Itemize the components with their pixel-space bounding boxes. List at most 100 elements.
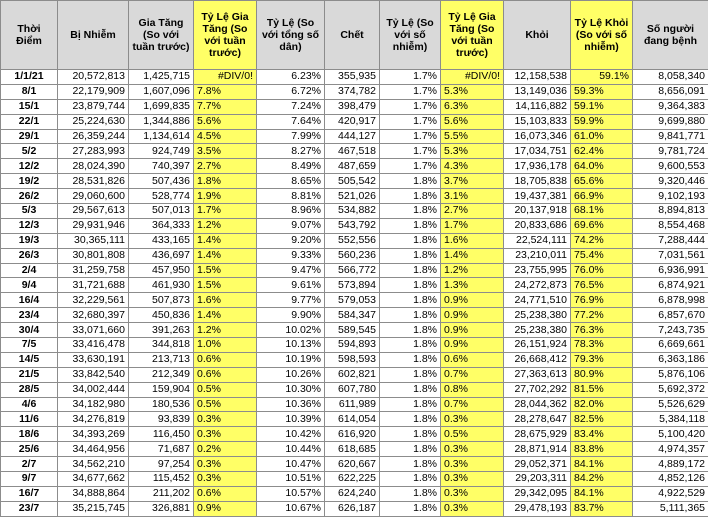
data-cell: 65.6% bbox=[570, 173, 633, 190]
data-cell: 1.8% bbox=[379, 247, 441, 264]
data-cell: 34,276,819 bbox=[57, 411, 129, 428]
table-row: 8/1 22,179,909 1,607,096 7.8% 6.72% 374,782 1.… bbox=[0, 83, 708, 100]
data-cell: 1.8% bbox=[379, 232, 441, 249]
table-row: 5/2 27,283,993 924,749 3.5% 8.27% 467,518 1.7%… bbox=[0, 143, 708, 160]
data-cell: 25,238,380 bbox=[503, 307, 571, 324]
table-row: 1/1/21 20,572,813 1,425,715 #DIV/0! 6.23% 355… bbox=[0, 69, 708, 85]
data-cell: 27,363,613 bbox=[503, 366, 571, 383]
data-cell: 467,518 bbox=[324, 143, 380, 160]
data-cell: 8,894,813 bbox=[632, 203, 708, 219]
data-cell: 589,545 bbox=[324, 322, 380, 339]
data-cell: 0.6% bbox=[193, 485, 257, 502]
data-cell: 579,053 bbox=[324, 292, 380, 309]
data-cell: 6.72% bbox=[256, 83, 325, 100]
date-cell: 19/2 bbox=[0, 173, 58, 190]
data-cell: 7.64% bbox=[256, 113, 325, 130]
data-cell: 76.3% bbox=[570, 322, 633, 339]
data-cell: 9,364,383 bbox=[632, 98, 708, 115]
data-cell: 0.3% bbox=[440, 485, 504, 502]
data-cell: 115,452 bbox=[128, 471, 194, 487]
data-cell: 1.4% bbox=[440, 247, 504, 264]
data-cell: 1,699,835 bbox=[128, 98, 194, 115]
data-cell: 0.3% bbox=[440, 411, 504, 428]
data-cell: 5.6% bbox=[440, 113, 504, 130]
data-cell: 77.2% bbox=[570, 307, 633, 324]
data-cell: 1.7% bbox=[440, 217, 504, 234]
data-cell: 7.99% bbox=[256, 128, 325, 145]
table-row: 26/2 29,060,600 528,774 1.9% 8.81% 521,026 1.8… bbox=[0, 188, 708, 205]
data-cell: 1.8% bbox=[379, 262, 441, 279]
data-cell: 8,656,091 bbox=[632, 83, 708, 100]
data-cell: 1.7% bbox=[379, 69, 441, 85]
data-cell: 1.8% bbox=[379, 396, 441, 413]
data-cell: 566,772 bbox=[324, 262, 380, 279]
data-cell: 1.4% bbox=[193, 307, 257, 324]
date-cell: 12/3 bbox=[0, 217, 58, 234]
date-cell: 4/6 bbox=[0, 396, 58, 413]
data-cell: 1.7% bbox=[379, 158, 441, 175]
data-cell: 6,669,661 bbox=[632, 337, 708, 353]
data-cell: 29,478,193 bbox=[503, 500, 571, 517]
data-cell: 1.2% bbox=[440, 262, 504, 279]
data-cell: 74.2% bbox=[570, 232, 633, 249]
data-cell: 34,002,444 bbox=[57, 381, 129, 398]
data-cell: 24,771,510 bbox=[503, 292, 571, 309]
data-cell: 1.8% bbox=[379, 456, 441, 473]
data-cell: 28,278,647 bbox=[503, 411, 571, 428]
column-header: Tỷ Lệ (So với tổng số dân) bbox=[256, 0, 325, 70]
column-header: Tỷ Lệ Khỏi (So với số nhiễm) bbox=[570, 0, 633, 70]
data-cell: 1.7% bbox=[379, 98, 441, 115]
data-cell: 420,917 bbox=[324, 113, 380, 130]
data-cell: 64.0% bbox=[570, 158, 633, 175]
data-cell: 33,416,478 bbox=[57, 337, 129, 353]
data-cell: 59.1% bbox=[570, 98, 633, 115]
data-cell: 2.7% bbox=[193, 158, 257, 175]
table-row: 22/1 25,224,630 1,344,886 5.6% 7.64% 420,917 1… bbox=[0, 113, 708, 130]
data-cell: 1.8% bbox=[379, 441, 441, 458]
date-cell: 23/7 bbox=[0, 500, 58, 517]
data-cell: 626,187 bbox=[324, 500, 380, 517]
data-cell: 84.2% bbox=[570, 471, 633, 487]
data-cell: 33,630,191 bbox=[57, 351, 129, 368]
data-cell: 1,425,715 bbox=[128, 69, 194, 85]
data-cell: 620,667 bbox=[324, 456, 380, 473]
data-cell: 1.8% bbox=[379, 471, 441, 487]
data-cell: 1.3% bbox=[440, 277, 504, 294]
data-cell: 212,349 bbox=[128, 366, 194, 383]
table-row: 25/6 34,464,956 71,687 0.2% 10.44% 618,685 1.8… bbox=[0, 441, 708, 458]
data-cell: 0.3% bbox=[193, 411, 257, 428]
data-cell: 0.2% bbox=[193, 441, 257, 458]
data-cell: 13,149,036 bbox=[503, 83, 571, 100]
data-cell: 20,572,813 bbox=[57, 69, 129, 85]
data-cell: 8.81% bbox=[256, 188, 325, 205]
data-cell: 4,852,126 bbox=[632, 471, 708, 487]
data-cell: 5,100,420 bbox=[632, 426, 708, 443]
data-cell: 1.6% bbox=[440, 232, 504, 249]
data-cell: 93,839 bbox=[128, 411, 194, 428]
data-cell: 5.3% bbox=[440, 83, 504, 100]
data-cell: 25,238,380 bbox=[503, 322, 571, 339]
data-cell: 10.57% bbox=[256, 485, 325, 502]
data-cell: 507,873 bbox=[128, 292, 194, 309]
data-cell: 27,283,993 bbox=[57, 143, 129, 160]
data-cell: 6,857,670 bbox=[632, 307, 708, 324]
data-cell: 461,930 bbox=[128, 277, 194, 294]
data-cell: 28,024,390 bbox=[57, 158, 129, 175]
data-cell: 2.7% bbox=[440, 203, 504, 219]
data-cell: 34,562,210 bbox=[57, 456, 129, 473]
data-cell: 10.02% bbox=[256, 322, 325, 339]
date-cell: 2/4 bbox=[0, 262, 58, 279]
data-cell: 584,347 bbox=[324, 307, 380, 324]
date-cell: 9/7 bbox=[0, 471, 58, 487]
data-cell: 23,879,744 bbox=[57, 98, 129, 115]
date-cell: 15/1 bbox=[0, 98, 58, 115]
data-cell: 9,320,446 bbox=[632, 173, 708, 190]
data-cell: 30,801,808 bbox=[57, 247, 129, 264]
data-cell: 9,781,724 bbox=[632, 143, 708, 160]
data-cell: 10.13% bbox=[256, 337, 325, 353]
data-cell: 0.6% bbox=[193, 366, 257, 383]
date-cell: 23/4 bbox=[0, 307, 58, 324]
data-cell: 1.0% bbox=[193, 337, 257, 353]
data-cell: 1.2% bbox=[193, 217, 257, 234]
